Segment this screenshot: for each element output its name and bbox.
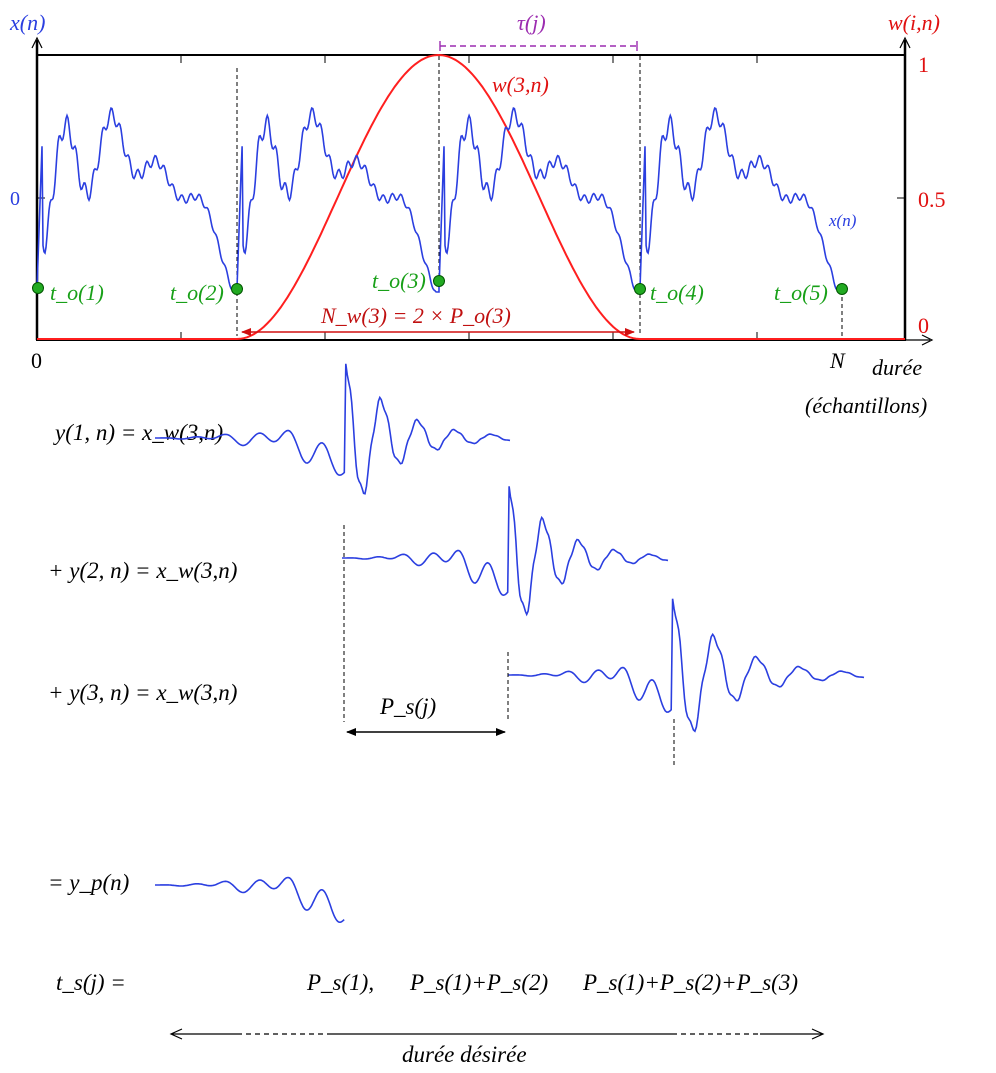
row-waveform xyxy=(155,363,511,495)
window-curve xyxy=(37,53,905,340)
duration-label: durée désirée xyxy=(402,1042,527,1067)
ts-value-3: P_s(1)+P_s(2)+P_s(3) xyxy=(582,970,798,995)
row-waveform xyxy=(155,876,345,923)
row-label: + y(3, n) = x_w(3,n) xyxy=(48,680,237,705)
row-2: + y(2, n) = x_w(3,n) xyxy=(48,486,669,617)
y-left-tick-zero: 0 xyxy=(10,188,20,210)
duration-arrow xyxy=(169,1028,825,1040)
signal-x xyxy=(36,106,842,293)
row-1: y(1, n) = x_w(3,n) xyxy=(53,363,511,495)
row-3: + y(3, n) = x_w(3,n) xyxy=(48,598,865,733)
row-label: y(1, n) = x_w(3,n) xyxy=(53,420,223,445)
pitch-mark-label: t_o(2) xyxy=(170,280,224,305)
x-tick-zero: 0 xyxy=(31,348,42,373)
pitch-marks: t_o(1) t_o(2) t_o(3) t_o(4) t_o(5) xyxy=(32,268,848,305)
pitch-mark-dot xyxy=(231,283,243,295)
y-right-tick-1: 1 xyxy=(918,52,929,77)
overlap-add-rows: y(1, n) = x_w(3,n) + y(2, n) = x_w(3,n) + … xyxy=(48,363,865,923)
pitch-mark-dot xyxy=(634,283,646,295)
ts-value-2: P_s(1)+P_s(2) xyxy=(409,970,548,995)
pitch-mark-label: t_o(4) xyxy=(650,280,704,305)
pitch-mark-label: t_o(3) xyxy=(372,268,426,293)
window-label: w(3,n) xyxy=(492,72,549,97)
row-label: + y(2, n) = x_w(3,n) xyxy=(48,558,237,583)
row-waveform xyxy=(342,486,669,617)
x-tick-end: N xyxy=(829,348,846,373)
window-line xyxy=(37,53,905,340)
y-right-tick-0: 0 xyxy=(918,313,929,338)
x-axis-label-1: durée xyxy=(872,355,922,380)
y-right-tick-05: 0.5 xyxy=(918,187,946,212)
row-4: = y_p(n) xyxy=(48,870,345,923)
x-axis-label-2: (échantillons) xyxy=(805,393,927,418)
pitch-mark-label: t_o(1) xyxy=(50,280,104,305)
pitch-mark-label: t_o(5) xyxy=(774,280,828,305)
signal-line xyxy=(36,106,842,293)
row-label: = y_p(n) xyxy=(48,870,129,895)
ts-label: t_s(j) = xyxy=(56,970,126,995)
tau-label: τ(j) xyxy=(517,10,546,35)
signal-label: x(n) xyxy=(828,211,857,230)
ts-value-1: P_s(1), xyxy=(306,970,374,995)
y-left-label: x(n) xyxy=(9,10,45,35)
row-waveform xyxy=(508,598,865,733)
synthesis-mark-lines xyxy=(343,525,675,765)
y-right-label: w(i,n) xyxy=(888,10,940,35)
tau-bracket xyxy=(439,41,638,51)
ps-label: P_s(j) xyxy=(379,694,436,719)
pitch-mark-dot xyxy=(32,282,44,294)
pitch-mark-dot xyxy=(433,275,445,287)
pitch-mark-dot xyxy=(836,283,848,295)
nw-label: N_w(3) = 2 × P_o(3) xyxy=(320,303,511,328)
